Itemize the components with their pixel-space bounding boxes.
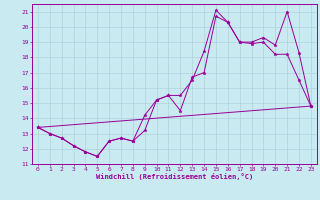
X-axis label: Windchill (Refroidissement éolien,°C): Windchill (Refroidissement éolien,°C) bbox=[96, 173, 253, 180]
